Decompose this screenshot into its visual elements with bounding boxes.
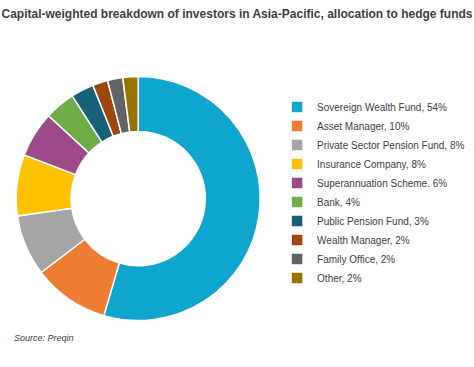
svg-text:Superannuation Scheme. 6%: Superannuation Scheme. 6% bbox=[317, 178, 447, 189]
svg-text:Wealth Manager, 2%: Wealth Manager, 2% bbox=[317, 235, 410, 246]
svg-text:Insurance Company, 8%: Insurance Company, 8% bbox=[317, 159, 426, 170]
svg-text:Bank, 4%: Bank, 4% bbox=[317, 197, 360, 208]
svg-text:Other, 2%: Other, 2% bbox=[317, 273, 362, 284]
svg-text:Capital-weighted breakdown of: Capital-weighted breakdown of investors … bbox=[2, 7, 473, 21]
svg-text:Asset Manager, 10%: Asset Manager, 10% bbox=[317, 121, 409, 132]
svg-text:Family Office, 2%: Family Office, 2% bbox=[317, 254, 395, 265]
svg-text:Sovereign Wealth Fund, 54%: Sovereign Wealth Fund, 54% bbox=[317, 102, 447, 113]
svg-text:Private Sector Pension Fund, 8: Private Sector Pension Fund, 8% bbox=[317, 140, 464, 151]
svg-text:Source: Preqin: Source: Preqin bbox=[14, 333, 74, 343]
svg-text:Public Pension Fund, 3%: Public Pension Fund, 3% bbox=[317, 216, 429, 227]
